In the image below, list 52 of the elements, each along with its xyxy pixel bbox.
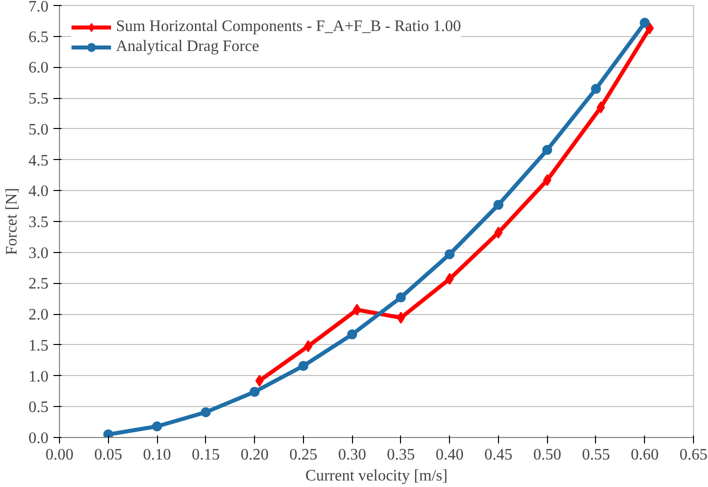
y-tick-label: 5.5 [28, 90, 48, 108]
point [494, 226, 503, 239]
x-tick-label: 0.00 [46, 446, 74, 464]
point [596, 101, 606, 114]
point [103, 429, 114, 438]
y-tick-label: 1.5 [28, 337, 48, 354]
x-tick-label: 0.25 [289, 446, 318, 464]
y-tick-label: 3.5 [28, 214, 48, 231]
point [640, 18, 650, 28]
point [255, 374, 264, 387]
x-tick-label: 0.15 [192, 446, 220, 464]
y-tick-label: 4.0 [28, 183, 48, 200]
y-tick-label: 7.0 [28, 0, 48, 16]
x-tick-label: 0.35 [386, 446, 415, 464]
y-tick-label: 6.5 [28, 28, 48, 46]
x-tick-label: 0.45 [484, 446, 512, 464]
x-tick-label: 0.55 [582, 446, 610, 464]
y-tick-label: 3.0 [28, 244, 48, 262]
point [445, 272, 454, 285]
x-axis-title: Current velocity [m/s] [305, 468, 448, 484]
point [200, 407, 211, 418]
y-tick-label: 0.0 [28, 430, 48, 447]
y-axis-title: Forcet [N] [4, 188, 20, 256]
point [493, 200, 504, 210]
point [645, 22, 654, 34]
x-tick-label: 0.50 [533, 446, 562, 464]
point [542, 144, 552, 155]
x-tick-label: 0.20 [240, 446, 269, 464]
legend-label: Analytical Drag Force [116, 38, 260, 56]
x-tick-label: 0.40 [436, 446, 464, 464]
point [298, 360, 308, 371]
x-tick-label: 0.10 [143, 446, 172, 464]
y-tick-label: 2.0 [28, 306, 48, 324]
x-tick-label: 0.65 [680, 446, 708, 464]
point [396, 292, 406, 302]
x-tick-label: 0.05 [94, 446, 122, 464]
y-tick-label: 1.0 [28, 368, 48, 386]
y-tick-label: 5.0 [28, 121, 48, 138]
point [250, 386, 260, 397]
y-tick-label: 6.0 [28, 60, 48, 77]
x-tick-label: 0.30 [338, 446, 366, 464]
x-tick-label: 0.60 [630, 446, 659, 464]
y-tick-label: 0.5 [28, 399, 48, 416]
y-tick-label: 4.5 [28, 152, 48, 170]
point [352, 304, 362, 316]
point [590, 84, 601, 94]
legend-label: Sum Horizontal Components - F_A+F_B - Ratio 1.00 [116, 18, 462, 36]
point [444, 249, 455, 260]
point [152, 421, 162, 432]
y-tick-label: 2.5 [28, 276, 48, 293]
point [347, 329, 358, 340]
point [396, 312, 406, 324]
